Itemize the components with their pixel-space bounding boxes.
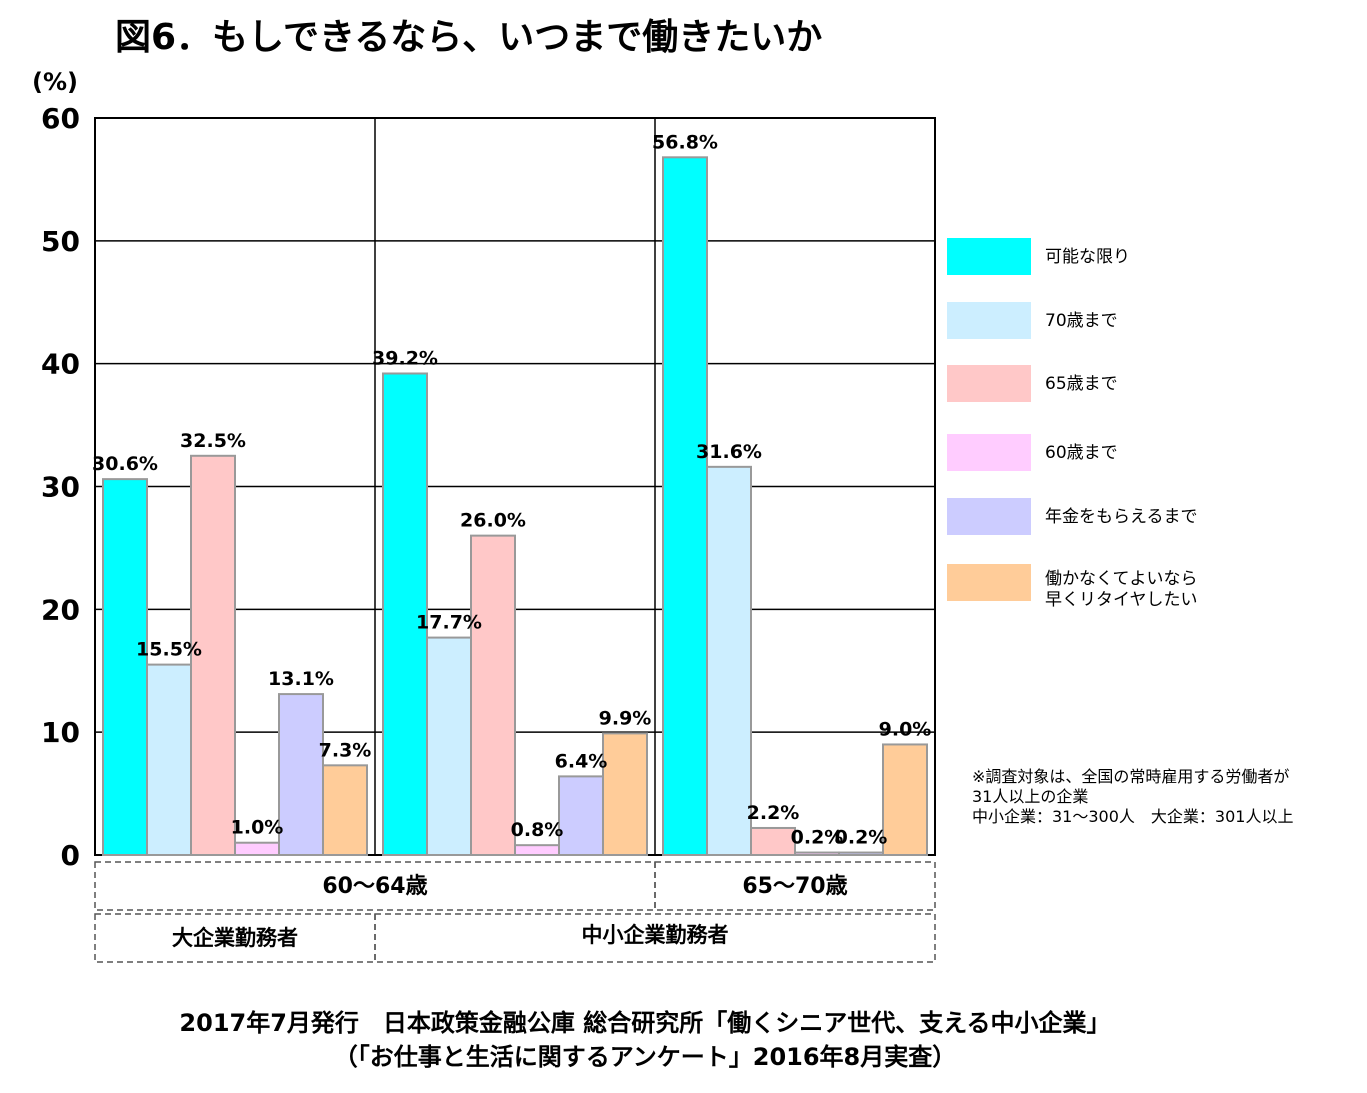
data-label: 6.4% [555,750,608,772]
data-label: 31.6% [696,441,762,463]
chart-title: 図6．もしできるなら、いつまで働きたいか [115,17,823,58]
data-label: 0.2% [835,827,888,849]
data-label: 1.0% [231,817,284,839]
legend-swatch [947,564,1031,601]
legend-label: 年金をもらえるまで [1045,507,1198,527]
age-group-box [654,861,936,911]
legend: 可能な限り 70歳まで 65歳まで 60歳まで年金をもらえるまで働かなくてよいなら早く… [947,238,1198,610]
bar [882,743,928,857]
bar-chart: (%) 30.6% 39.2% 56.8% 15.5% 17.7% 31.6% 32.5% 2… [32,68,1198,963]
legend-label: 働かなくてよいなら早くリタイヤしたい [1045,569,1198,610]
data-label: 15.5% [136,639,202,661]
y-tick-label: 10 [41,716,80,749]
age-group-label: 60～64歳 [322,874,427,899]
company-group-label: 中小企業勤務者 [582,923,729,947]
legend-label: 65歳まで [1045,374,1118,394]
bar [750,826,796,857]
bar [794,851,840,857]
data-label: 56.8% [652,131,718,153]
data-label: 39.2% [372,347,438,369]
legend-swatch [947,238,1031,275]
company-group-box [374,913,936,963]
source-footer: 2017年7月発行 日本政策金融公庫 総合研究所「働くシニア世代、支える中小企業… [179,1009,1111,1071]
survey-note: ※調査対象は、全国の常時雇用する労働者が 31人以上の企業 中小企業：31～30… [972,767,1294,826]
y-tick-labels: 0 10 20 30 40 50 60 [41,102,80,872]
y-tick-label: 60 [41,102,80,135]
y-tick-label: 40 [41,348,80,381]
data-label: 17.7% [416,612,482,634]
y-tick-label: 0 [61,839,80,872]
data-label: 0.2% [791,827,844,849]
bar [146,663,192,856]
bar [470,534,516,857]
bar [382,372,428,856]
data-label: 0.8% [511,819,564,841]
value-labels: 30.6% 39.2% 56.8% 15.5% 17.7% 31.6% 32.5% 26.0%… [92,131,931,848]
data-label: 32.5% [180,430,246,452]
bar [102,478,148,856]
y-tick-label: 20 [41,593,80,626]
data-label: 7.3% [319,739,372,761]
y-tick-label: 50 [41,225,80,258]
legend-swatch [947,498,1031,535]
legend-label: 60歳まで [1045,443,1118,463]
bar [602,732,648,857]
bar [278,693,324,856]
bar [322,764,368,856]
legend-label: 70歳まで [1045,311,1118,331]
age-group-label: 65～70歳 [742,874,847,899]
bars [102,156,928,857]
y-tick-label: 30 [41,471,80,504]
legend-label: 可能な限り [1045,247,1130,267]
company-group-label: 大企業勤務者 [172,926,298,950]
bar [426,636,472,857]
data-label: 13.1% [268,668,334,690]
bar [706,465,752,856]
data-label: 9.9% [599,707,652,729]
y-axis-unit: (%) [32,68,78,96]
legend-swatch [947,365,1031,402]
data-label: 2.2% [747,802,800,824]
bar [190,454,236,856]
bar [234,841,280,857]
bar [662,156,708,857]
legend-swatch [947,434,1031,471]
bar [838,851,884,857]
data-label: 9.0% [879,718,932,740]
data-label: 26.0% [460,510,526,532]
legend-swatch [947,302,1031,339]
bar [558,775,604,856]
bar [514,844,560,857]
data-label: 30.6% [92,453,158,475]
